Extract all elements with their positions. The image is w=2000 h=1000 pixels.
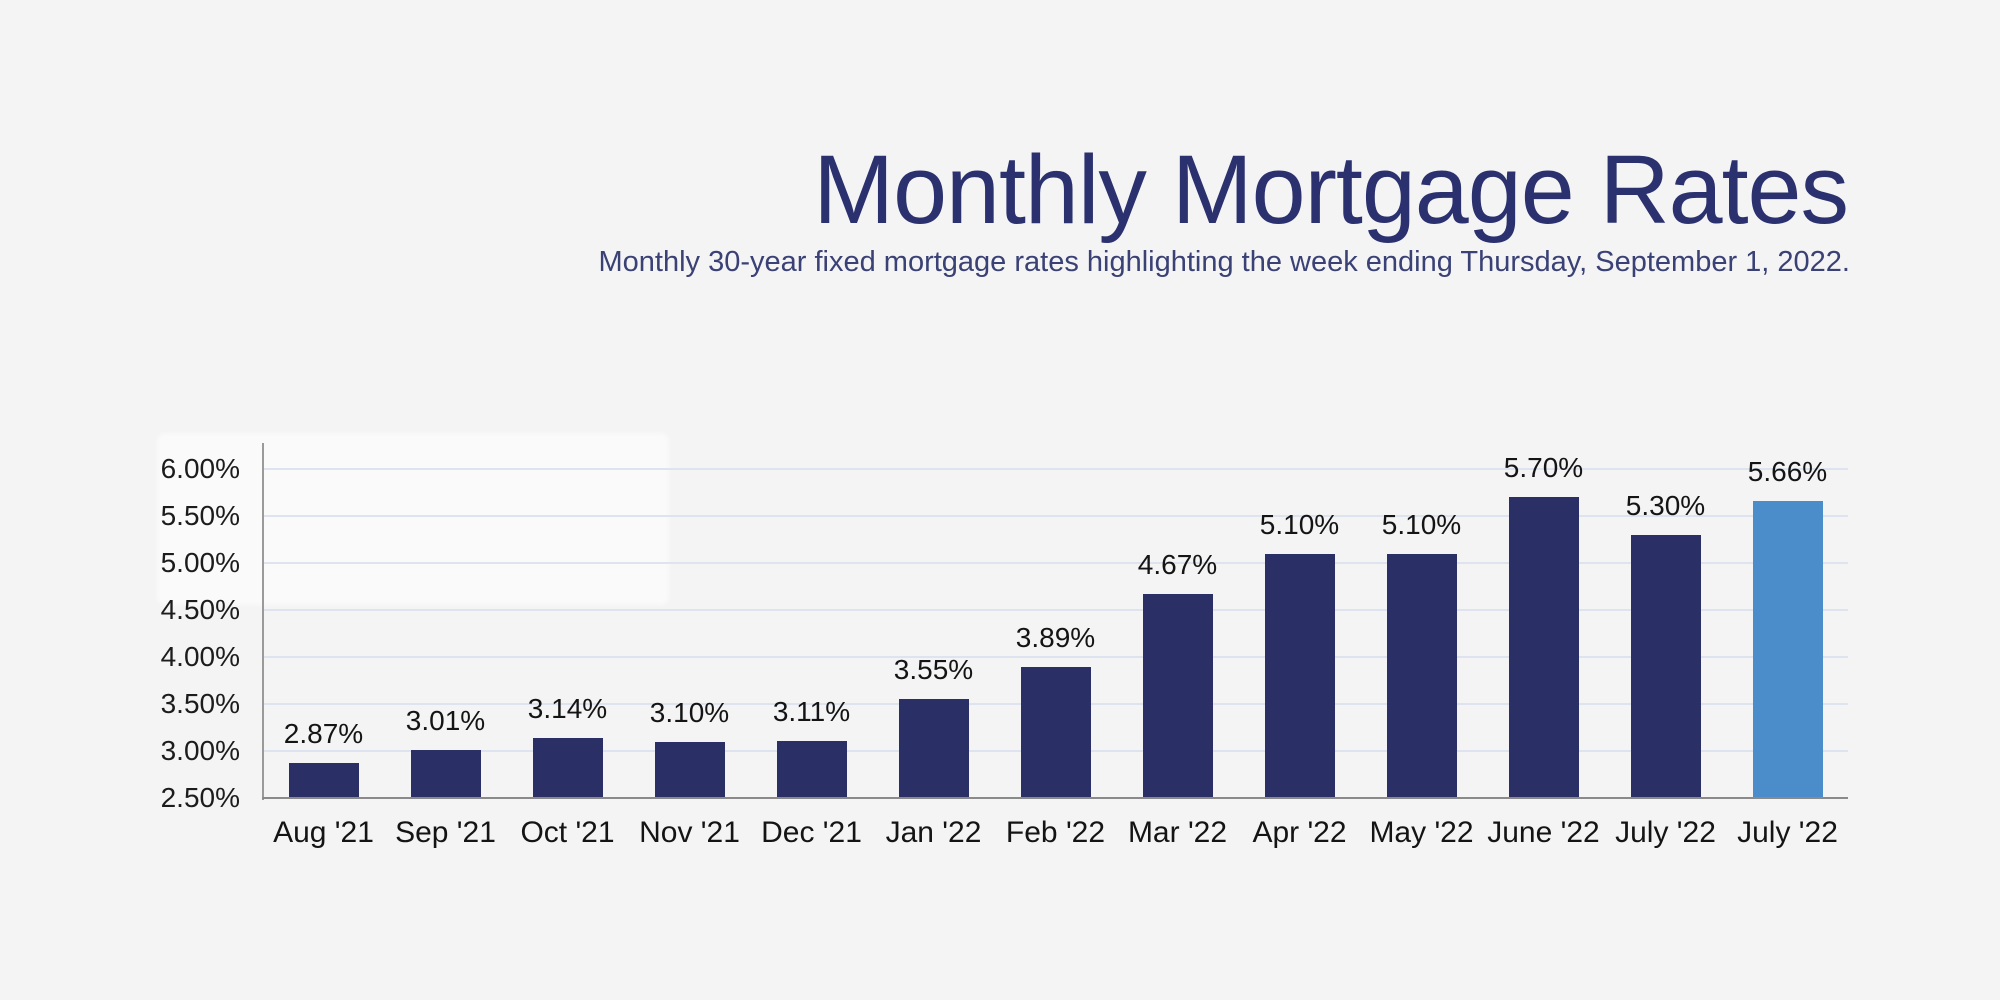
x-axis-tick-label: Oct '21 <box>520 816 615 849</box>
y-axis-tick-label: 5.50% <box>160 500 240 531</box>
y-axis-line <box>262 443 264 800</box>
y-axis-tick-label: 3.00% <box>160 735 240 766</box>
gridline-6.00% <box>264 468 1848 470</box>
y-axis-tick-label: 4.50% <box>160 594 240 625</box>
y-axis-tick-label: 5.00% <box>160 547 240 578</box>
bar <box>1142 594 1213 797</box>
x-axis-tick-label: Nov '21 <box>639 816 740 849</box>
bar-value-label: 3.11% <box>772 695 851 727</box>
bar-highlighted <box>1752 500 1823 797</box>
bar-value-label: 2.87% <box>283 718 364 750</box>
bar <box>1630 534 1701 797</box>
x-axis-tick-label: July '22 <box>1615 816 1716 849</box>
gridline-4.50% <box>264 609 1848 611</box>
bar-value-label: 3.89% <box>1015 622 1096 654</box>
x-axis-tick-label: May '22 <box>1369 816 1474 849</box>
x-axis-tick-label: Apr '22 <box>1252 816 1347 849</box>
x-axis-tick-label: July '22 <box>1737 816 1838 849</box>
bar-value-label: 5.70% <box>1503 452 1584 484</box>
bar-value-label: 5.66% <box>1747 455 1828 487</box>
y-axis-tick-label: 4.00% <box>160 641 240 672</box>
chart-subtitle: Monthly 30-year fixed mortgage rates hig… <box>598 246 1850 278</box>
x-axis-tick-label: Sep '21 <box>395 816 496 849</box>
bar-value-label: 4.67% <box>1137 549 1218 581</box>
bar <box>1386 553 1457 797</box>
bar <box>1020 667 1091 797</box>
chart-title: Monthly Mortgage Rates <box>813 135 1849 244</box>
bar-value-label: 3.14% <box>527 692 608 724</box>
y-axis-tick-label: 3.50% <box>160 688 240 719</box>
x-axis-tick-label: Aug '21 <box>273 816 374 849</box>
x-axis-tick-label: Feb '22 <box>1005 816 1106 849</box>
y-axis-tick-label: 6.00% <box>160 453 240 484</box>
bar <box>288 763 359 797</box>
bar-value-label: 5.30% <box>1625 489 1706 521</box>
x-axis-tick-label: June '22 <box>1487 816 1600 849</box>
bar <box>1508 497 1579 797</box>
gridline-5.50% <box>264 515 1848 517</box>
bar-value-label: 3.01% <box>405 705 486 737</box>
gridline-5.00% <box>264 562 1848 564</box>
x-axis-tick-label: Dec '21 <box>761 816 862 849</box>
bar-value-label: 3.10% <box>649 696 730 728</box>
bar <box>532 737 603 797</box>
bar-value-label: 5.10% <box>1381 508 1462 540</box>
x-axis-tick-label: Mar '22 <box>1127 816 1228 849</box>
bar-value-label: 5.10% <box>1259 508 1340 540</box>
bar <box>776 740 847 797</box>
x-axis-tick-label: Jan '22 <box>885 816 982 849</box>
y-axis-tick-label: 2.50% <box>160 782 240 813</box>
bar-value-label: 3.55% <box>893 654 974 686</box>
bar <box>410 750 481 797</box>
bar <box>898 699 969 797</box>
bar <box>1264 553 1335 797</box>
background-highlight-panel <box>157 433 669 605</box>
bar <box>654 741 725 797</box>
x-axis-line <box>262 797 1848 799</box>
gridline-4.00% <box>264 656 1848 658</box>
